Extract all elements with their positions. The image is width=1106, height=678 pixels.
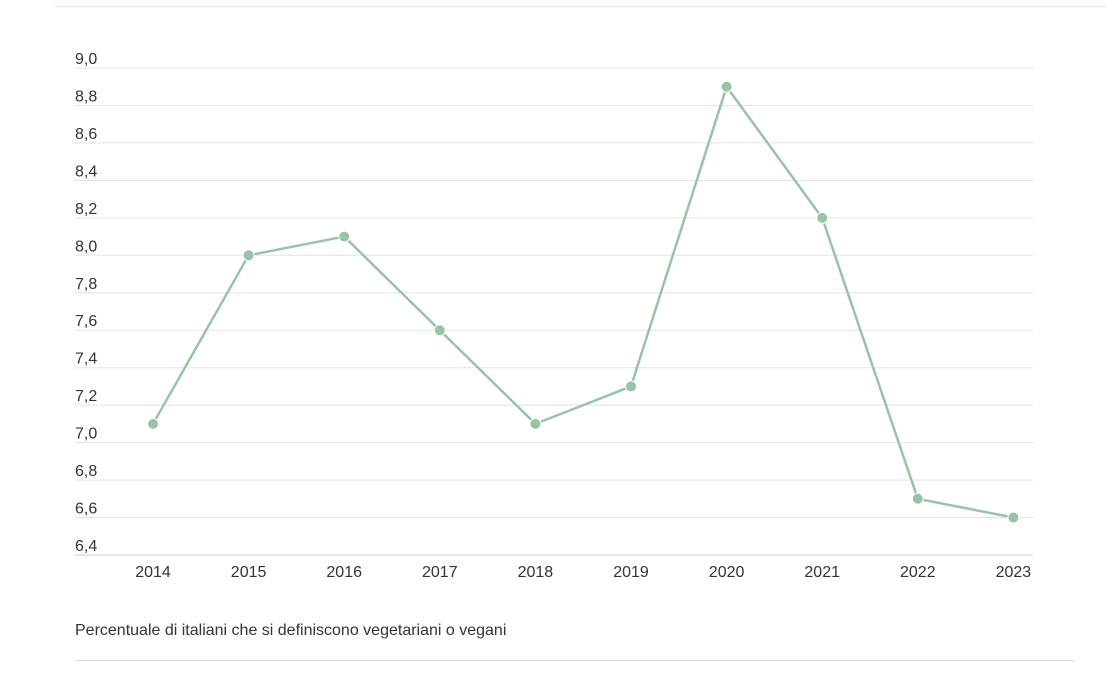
y-tick-label: 7,6 bbox=[75, 313, 97, 330]
y-tick-label: 8,4 bbox=[75, 163, 97, 180]
data-point[interactable] bbox=[911, 492, 924, 505]
y-tick-label: 8,6 bbox=[75, 126, 97, 143]
data-point[interactable] bbox=[338, 230, 351, 243]
data-point[interactable] bbox=[1007, 511, 1020, 524]
y-tick-label: 6,4 bbox=[75, 538, 97, 555]
x-tick-label: 2019 bbox=[613, 564, 649, 581]
x-tick-label: 2022 bbox=[900, 564, 936, 581]
y-tick-label: 8,8 bbox=[75, 88, 97, 105]
data-point[interactable] bbox=[433, 324, 446, 337]
data-point[interactable] bbox=[625, 380, 637, 393]
data-point[interactable] bbox=[529, 417, 542, 430]
x-axis-tick-labels: 2014 2015 2016 2017 2018 2019 2020 2021 2022 2023 bbox=[135, 564, 1031, 581]
x-tick-label: 2020 bbox=[709, 564, 745, 581]
y-tick-label: 7,2 bbox=[75, 388, 97, 405]
x-tick-label: 2018 bbox=[518, 564, 554, 581]
x-tick-label: 2021 bbox=[804, 564, 840, 581]
x-tick-label: 2015 bbox=[231, 564, 267, 581]
series-points bbox=[147, 80, 1020, 524]
y-tick-label: 6,6 bbox=[75, 501, 97, 518]
series-lines bbox=[151, 85, 1014, 519]
y-tick-label: 9,0 bbox=[75, 51, 97, 68]
y-tick-label: 8,2 bbox=[75, 201, 97, 218]
x-tick-label: 2016 bbox=[326, 564, 362, 581]
bottom-divider bbox=[75, 660, 1075, 661]
line-chart: 6,4 6,6 6,8 7,0 7,2 7,4 7,6 7,8 8,0 8,2 8,4 8,6 8,8 9… bbox=[75, 51, 1033, 581]
data-point[interactable] bbox=[242, 249, 255, 262]
y-tick-label: 6,8 bbox=[75, 463, 97, 480]
series-line bbox=[151, 85, 1014, 519]
data-point[interactable] bbox=[816, 211, 829, 224]
x-tick-label: 2014 bbox=[135, 564, 171, 581]
data-point[interactable] bbox=[147, 417, 159, 430]
x-tick-label: 2023 bbox=[996, 564, 1032, 581]
y-tick-label: 7,0 bbox=[75, 426, 97, 443]
y-tick-label: 7,8 bbox=[75, 276, 97, 293]
gridlines bbox=[75, 67, 1033, 556]
x-tick-label: 2017 bbox=[422, 564, 458, 581]
top-divider bbox=[55, 6, 1106, 7]
y-tick-label: 7,4 bbox=[75, 351, 97, 368]
data-point[interactable] bbox=[720, 80, 733, 93]
y-axis-tick-labels: 6,4 6,6 6,8 7,0 7,2 7,4 7,6 7,8 8,0 8,2 8,4 8,6 8,8 9… bbox=[75, 51, 97, 555]
chart-caption: Percentuale di italiani che si definisco… bbox=[75, 622, 507, 639]
y-tick-label: 8,0 bbox=[75, 238, 97, 255]
